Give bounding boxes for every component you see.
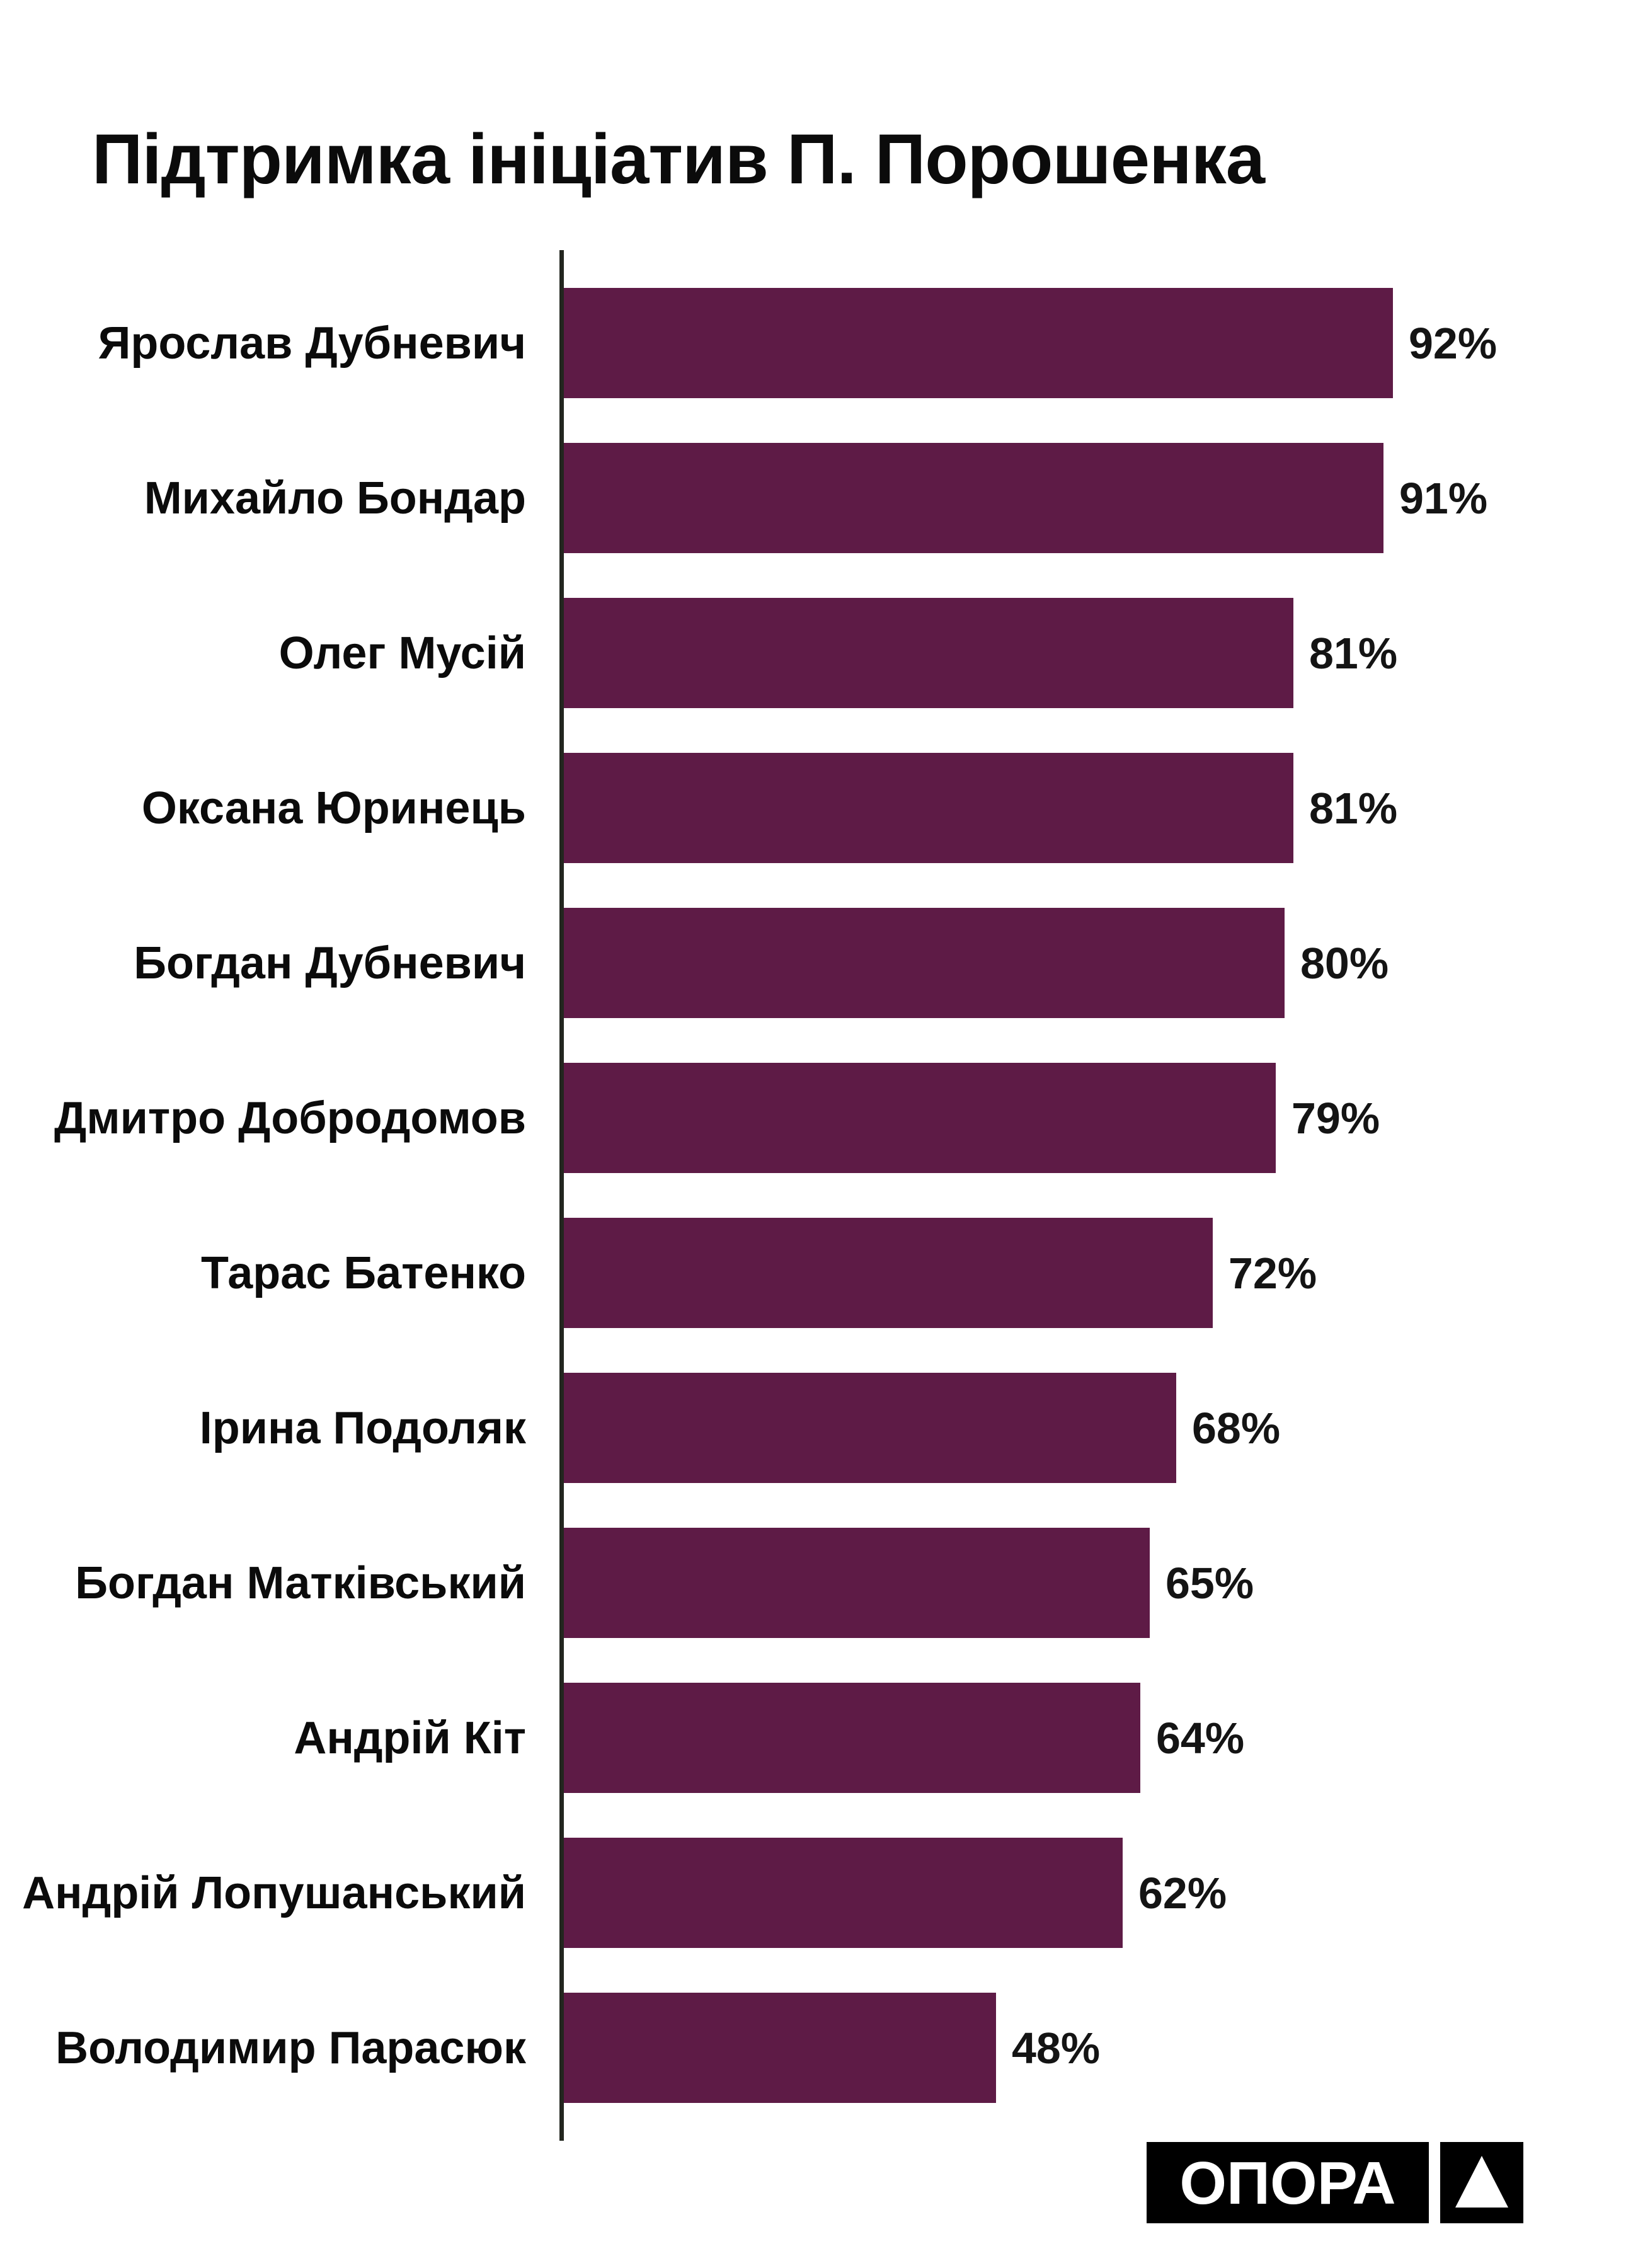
bar: [564, 1528, 1150, 1638]
bar-value-label: 64%: [1156, 1713, 1245, 1763]
bar-value-label: 62%: [1138, 1868, 1227, 1918]
bar: [564, 753, 1293, 863]
bar-value-label: 81%: [1309, 628, 1398, 678]
bar-value-label: 72%: [1228, 1248, 1317, 1298]
bar-row: Андрій Лопушанський 62%: [0, 1838, 1638, 1948]
bar: [564, 908, 1285, 1018]
bar-row: Ярослав Дубневич 92%: [0, 288, 1638, 398]
bar-row: Михайло Бондар 91%: [0, 443, 1638, 553]
bar-category-label: Оксана Юринець: [141, 782, 526, 833]
bar: [564, 1993, 996, 2103]
bar-row: Богдан Матківський 65%: [0, 1528, 1638, 1638]
bar-chart: Ярослав Дубневич 92% Михайло Бондар 91% Олег…: [0, 288, 1638, 2103]
opora-logo: ОПОРА: [1147, 2142, 1429, 2223]
bar: [564, 443, 1383, 553]
bar-value-label: 68%: [1192, 1403, 1281, 1453]
bar-category-label: Олег Мусій: [278, 627, 526, 679]
bar-category-label: Ярослав Дубневич: [98, 318, 526, 369]
bar: [564, 1373, 1176, 1483]
bar-row: Тарас Батенко 72%: [0, 1218, 1638, 1328]
bar: [564, 1683, 1140, 1793]
bar-value-label: 81%: [1309, 783, 1398, 833]
chart-title: Підтримка ініціатив П. Порошенка: [92, 120, 1265, 198]
bar-value-label: 79%: [1292, 1093, 1380, 1143]
bar-category-label: Тарас Батенко: [201, 1247, 526, 1298]
bar-value-label: 48%: [1012, 2023, 1101, 2073]
bar-category-label: Ірина Подоляк: [199, 1402, 526, 1453]
bar-category-label: Дмитро Добродомов: [54, 1092, 526, 1143]
bar-row: Дмитро Добродомов 79%: [0, 1063, 1638, 1173]
bar-row: Богдан Дубневич 80%: [0, 908, 1638, 1018]
triangle-icon: [1455, 2156, 1508, 2208]
bar: [564, 1218, 1213, 1328]
bar: [564, 1838, 1123, 1948]
bar-category-label: Володимир Парасюк: [55, 2022, 526, 2073]
bar-value-label: 80%: [1300, 938, 1389, 988]
bar: [564, 288, 1393, 398]
bar-value-label: 92%: [1409, 318, 1498, 368]
bar-category-label: Андрій Лопушанський: [22, 1867, 526, 1918]
bar-category-label: Богдан Матківський: [75, 1557, 526, 1608]
bar-row: Ірина Подоляк 68%: [0, 1373, 1638, 1483]
bar: [564, 598, 1293, 708]
opora-logo-text: ОПОРА: [1179, 2149, 1396, 2217]
bar-value-label: 65%: [1166, 1558, 1254, 1608]
bar-category-label: Михайло Бондар: [144, 472, 526, 524]
bar-category-label: Богдан Дубневич: [134, 937, 526, 988]
bar-row: Володимир Парасюк 48%: [0, 1993, 1638, 2103]
opora-logo-mark: [1440, 2142, 1523, 2223]
bar-value-label: 91%: [1399, 473, 1488, 523]
bar-row: Андрій Кіт 64%: [0, 1683, 1638, 1793]
y-axis-line: [559, 250, 564, 2141]
bar-category-label: Андрій Кіт: [294, 1712, 526, 1763]
bar: [564, 1063, 1276, 1173]
bar-row: Оксана Юринець 81%: [0, 753, 1638, 863]
bar-row: Олег Мусій 81%: [0, 598, 1638, 708]
